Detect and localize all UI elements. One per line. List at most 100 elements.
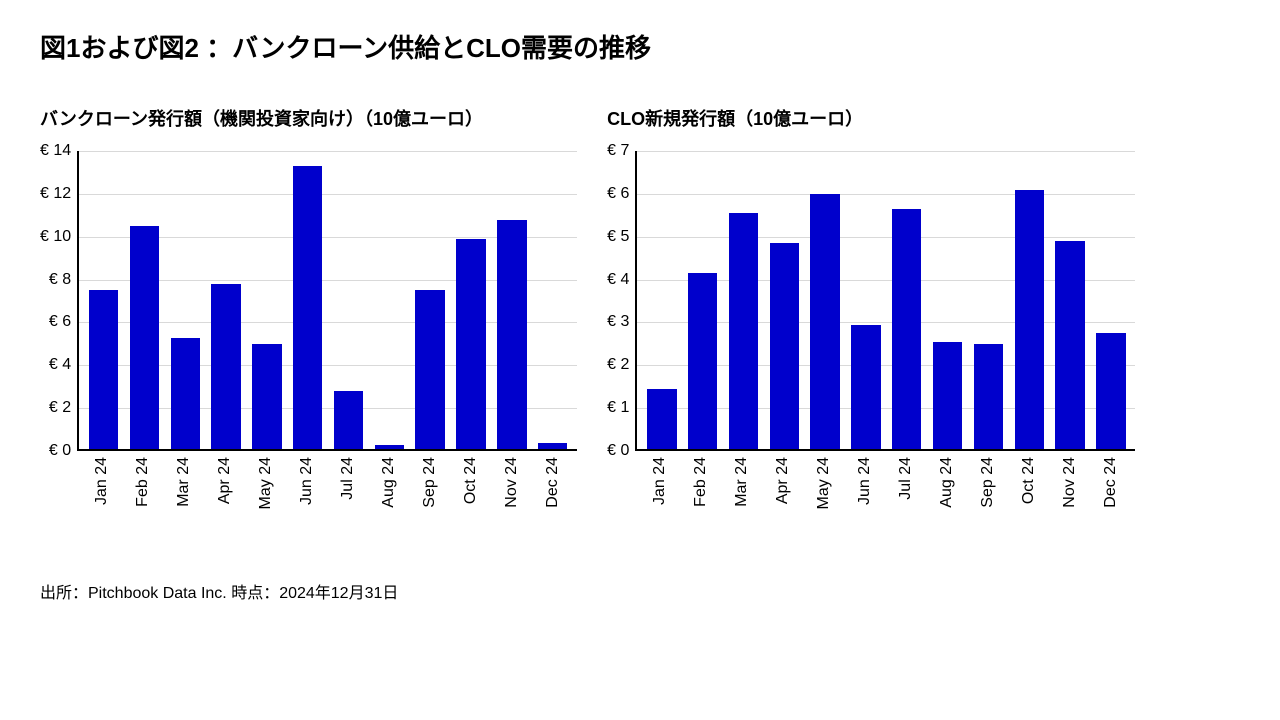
bar-slot	[328, 151, 369, 449]
bar-slot	[369, 151, 410, 449]
y-tick: € 5	[607, 229, 629, 245]
x-tick: Oct 24	[462, 457, 480, 504]
x-tick-slot: Jan 24	[81, 457, 122, 527]
x-tick-slot: May 24	[803, 457, 844, 527]
bar-slot	[1009, 151, 1050, 449]
bar	[729, 213, 758, 449]
bar	[211, 284, 240, 449]
x-tick-slot: Dec 24	[1090, 457, 1131, 527]
y-tick: € 1	[607, 400, 629, 416]
chart2-bars	[637, 151, 1135, 449]
bar	[293, 166, 322, 449]
chart1-bars	[79, 151, 577, 449]
bar-slot	[165, 151, 206, 449]
x-tick: May 24	[257, 457, 275, 509]
x-tick-slot: Mar 24	[163, 457, 204, 527]
x-tick-slot: Jun 24	[286, 457, 327, 527]
chart2-y-axis: € 7€ 6€ 5€ 4€ 3€ 2€ 1€ 0	[607, 143, 635, 459]
x-tick: Jan 24	[651, 457, 669, 505]
bar	[770, 243, 799, 449]
x-tick-slot: Aug 24	[368, 457, 409, 527]
x-tick: Aug 24	[380, 457, 398, 508]
x-tick: Feb 24	[692, 457, 710, 507]
x-tick-slot: Oct 24	[1008, 457, 1049, 527]
bar-slot	[886, 151, 927, 449]
charts-row: バンクローン発行額（機関投資家向け）（10億ユーロ） € 14 € 12 € 10 €…	[40, 105, 1240, 527]
bar-slot	[805, 151, 846, 449]
x-tick: Aug 24	[938, 457, 956, 508]
bar	[415, 290, 444, 449]
bar-slot	[287, 151, 328, 449]
bar	[1015, 190, 1044, 449]
source-note: 出所：Pitchbook Data Inc. 時点：2024年12月31日	[40, 579, 1240, 603]
bar	[375, 445, 404, 449]
x-tick: Nov 24	[503, 457, 521, 508]
x-tick-slot: Feb 24	[680, 457, 721, 527]
y-tick: € 2	[49, 400, 71, 416]
x-tick: Jun 24	[298, 457, 316, 505]
x-tick-slot: Oct 24	[450, 457, 491, 527]
bar-slot	[532, 151, 573, 449]
bar	[334, 391, 363, 449]
x-tick: Sep 24	[421, 457, 439, 508]
x-tick: Sep 24	[979, 457, 997, 508]
x-tick-slot: Sep 24	[409, 457, 450, 527]
page-title: 図1および図2 ：バンクローン供給とCLO需要の推移	[40, 28, 1240, 65]
bar-slot	[682, 151, 723, 449]
x-tick-slot: Jul 24	[327, 457, 368, 527]
chart1-subtitle: バンクローン発行額（機関投資家向け）（10億ユーロ）	[40, 105, 577, 131]
y-tick: € 0	[607, 443, 629, 459]
x-tick: Apr 24	[774, 457, 792, 504]
x-tick: Feb 24	[134, 457, 152, 507]
chart2-area: € 7€ 6€ 5€ 4€ 3€ 2€ 1€ 0 Jan 24Feb 24Mar…	[607, 151, 1135, 527]
bar	[647, 389, 676, 449]
y-tick: € 12	[40, 186, 71, 202]
bar	[1096, 333, 1125, 449]
bar	[538, 443, 567, 449]
x-tick: Dec 24	[544, 457, 562, 508]
x-tick-slot: Jul 24	[885, 457, 926, 527]
bar-slot	[723, 151, 764, 449]
x-tick: Oct 24	[1020, 457, 1038, 504]
x-tick-slot: Nov 24	[1049, 457, 1090, 527]
bar-slot	[206, 151, 247, 449]
y-tick: € 10	[40, 229, 71, 245]
x-tick: Jun 24	[856, 457, 874, 505]
bar	[89, 290, 118, 449]
bar-slot	[968, 151, 1009, 449]
bar-slot	[1091, 151, 1132, 449]
x-tick: Mar 24	[175, 457, 193, 507]
x-tick-slot: Jun 24	[844, 457, 885, 527]
x-tick: Nov 24	[1061, 457, 1079, 508]
y-tick: € 4	[49, 357, 71, 373]
x-tick: Mar 24	[733, 457, 751, 507]
x-tick-slot: Mar 24	[721, 457, 762, 527]
x-tick-slot: Feb 24	[122, 457, 163, 527]
bar	[497, 220, 526, 449]
bar-slot	[846, 151, 887, 449]
bar-slot	[451, 151, 492, 449]
bar-slot	[124, 151, 165, 449]
y-tick: € 8	[49, 272, 71, 288]
x-tick: Jan 24	[93, 457, 111, 505]
x-tick-slot: Sep 24	[967, 457, 1008, 527]
bar-slot	[410, 151, 451, 449]
bar	[974, 344, 1003, 449]
chart2-plot	[635, 151, 1135, 451]
chart1-block: バンクローン発行額（機関投資家向け）（10億ユーロ） € 14 € 12 € 10 €…	[40, 105, 577, 527]
y-tick: € 14	[40, 143, 71, 159]
y-tick: € 6	[49, 314, 71, 330]
y-tick: € 4	[607, 272, 629, 288]
x-tick: Apr 24	[216, 457, 234, 504]
chart1-plot	[77, 151, 577, 451]
bar	[851, 325, 880, 449]
chart2-x-axis: Jan 24 Feb 24 Mar 24 Apr 24 May 24 Jun 24 Jul …	[635, 457, 1135, 527]
bar-slot	[641, 151, 682, 449]
bar-slot	[491, 151, 532, 449]
bar-slot	[83, 151, 124, 449]
x-tick-slot: Jan 24	[639, 457, 680, 527]
x-tick-slot: May 24	[245, 457, 286, 527]
y-tick: € 6	[607, 186, 629, 202]
bar	[456, 239, 485, 449]
x-tick-slot: Apr 24	[762, 457, 803, 527]
